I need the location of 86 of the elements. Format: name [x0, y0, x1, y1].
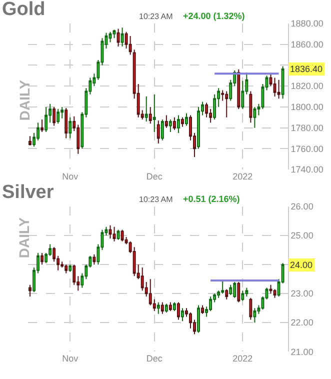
candlestick: [168, 118, 172, 132]
candlestick: [277, 79, 280, 100]
y-tick-label: 1760.00: [290, 144, 324, 154]
y-tick-label: 21.00: [290, 346, 314, 357]
candlestick: [44, 106, 48, 132]
candlestick: [160, 118, 164, 141]
x-tick-label: 2022: [232, 354, 253, 364]
candlestick: [221, 280, 224, 294]
y-axis-title: DAILY: [16, 79, 32, 121]
y-axis-title: DAILY: [16, 216, 32, 258]
candlestick: [197, 304, 200, 334]
candlestick: [68, 264, 72, 272]
candlestick: [28, 136, 32, 146]
text: +0.51 (2.16%): [183, 194, 240, 204]
candlestick: [112, 29, 116, 39]
candlestick: [156, 120, 160, 144]
candlestick: [180, 116, 184, 128]
candlestick: [120, 229, 124, 242]
candlestick: [172, 302, 176, 312]
candlestick: [176, 114, 180, 134]
text: +24.00 (1.32%): [183, 11, 245, 21]
x-tick-label: Dec: [146, 172, 163, 182]
y-tick-label: 23.00: [290, 288, 314, 299]
candlestick: [164, 303, 168, 313]
candlestick: [152, 94, 156, 132]
candlestick: [185, 112, 188, 126]
candlestick: [245, 287, 248, 297]
candlestick: [28, 284, 32, 297]
candlestick: [273, 288, 276, 298]
candlestick: [249, 297, 252, 320]
y-tick-label: 1820.00: [290, 81, 324, 92]
candlestick: [160, 302, 164, 314]
x-tick-label: 2022: [232, 172, 253, 182]
candlestick: [164, 114, 168, 128]
y-tick-label: 25.00: [290, 230, 314, 241]
candlestick: [237, 68, 240, 110]
candlestick: [40, 252, 44, 266]
candlestick: [116, 229, 120, 240]
candlestick: [176, 302, 180, 320]
chart-title: Silver: [2, 182, 54, 203]
y-tick-label: 1780.00: [290, 122, 324, 133]
x-tick-label: Nov: [62, 172, 79, 182]
y-tick-label: 26.00: [290, 202, 314, 212]
candlestick: [68, 116, 72, 139]
candlestick: [225, 90, 228, 118]
candlestick: [144, 96, 148, 122]
y-tick-label: 1800.00: [290, 102, 324, 112]
candlestick: [249, 90, 252, 124]
annotation: 1836.40: [290, 64, 323, 74]
candlestick: [148, 106, 152, 124]
candlestick: [281, 66, 284, 100]
chart-title: Gold: [2, 0, 46, 20]
x-tick-label: Dec: [146, 354, 163, 364]
candlestick: [273, 77, 276, 98]
y-tick-label: 1740.00: [290, 164, 324, 175]
y-tick-label: 22.00: [290, 318, 314, 328]
candlestick: [180, 308, 184, 322]
candlestick: [253, 308, 256, 324]
candlestick: [40, 118, 44, 132]
candlestick: [52, 106, 56, 126]
candlestick: [112, 226, 116, 242]
candlestick: [233, 281, 236, 298]
y-tick-label: 1880.00: [290, 18, 324, 29]
candlestick: [168, 302, 172, 312]
candlestick: [156, 302, 160, 314]
text: 10:23 AM: [139, 195, 174, 204]
candlestick: [64, 108, 68, 139]
candlestick: [64, 264, 68, 274]
candlestick: [108, 224, 112, 239]
candlestick: [225, 288, 228, 300]
candlestick: [237, 281, 240, 303]
annotation: 24.00: [290, 260, 313, 270]
candlestick: [128, 36, 132, 56]
x-tick-label: Nov: [62, 354, 79, 364]
candlestick: [120, 27, 124, 47]
candlestick: [92, 254, 96, 266]
candlestick: [116, 28, 120, 47]
y-tick-label: 1860.00: [290, 40, 324, 50]
candlestick: [241, 290, 244, 302]
text: 10:23 AM: [139, 12, 174, 21]
candlestick: [269, 284, 272, 294]
candlestick: [56, 108, 60, 124]
candlestick: [201, 304, 204, 314]
candlestick: [253, 106, 256, 128]
candlestick: [229, 284, 232, 296]
candlestick: [172, 116, 176, 130]
